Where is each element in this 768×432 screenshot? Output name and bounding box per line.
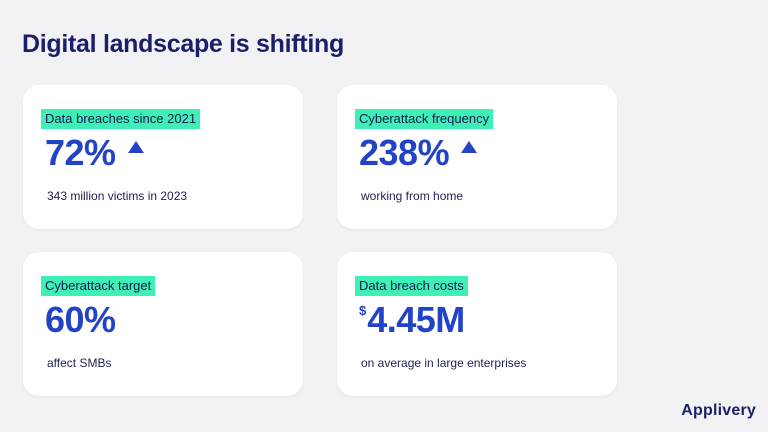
stat-card-data-breaches: Data breaches since 2021 72% 343 million… [23,85,303,229]
stat-value-row: $ 4.45M [359,298,465,342]
stat-description: 343 million victims in 2023 [47,189,188,203]
stat-value: 72% [45,132,116,173]
stat-card-cyberattack-target: Cyberattack target 60% affect SMBs [23,252,303,396]
stat-value-row: 60% [45,298,116,342]
stat-label: Data breaches since 2021 [41,109,201,129]
stat-description: on average in large enterprises [361,356,527,370]
up-arrow-icon [461,141,478,153]
currency-symbol: $ [359,303,367,318]
stat-value-row: 72% [45,131,144,175]
stat-label: Cyberattack target [41,276,156,296]
stat-value: 60% [45,299,116,340]
stat-description: affect SMBs [47,356,112,370]
page-title: Digital landscape is shifting [22,30,344,58]
stat-description: working from home [361,189,464,203]
stat-card-data-breach-costs: Data breach costs $ 4.45M on average in … [337,252,617,396]
stat-value: 4.45M [367,299,465,340]
up-arrow-icon [127,141,144,153]
stat-card-cyberattack-frequency: Cyberattack frequency 238% working from … [337,85,617,229]
stat-label: Data breach costs [355,276,468,296]
stat-value: 238% [359,132,450,173]
brand-logo: Applivery [681,402,756,419]
stat-label: Cyberattack frequency [355,109,494,129]
stat-value-row: 238% [359,131,478,175]
